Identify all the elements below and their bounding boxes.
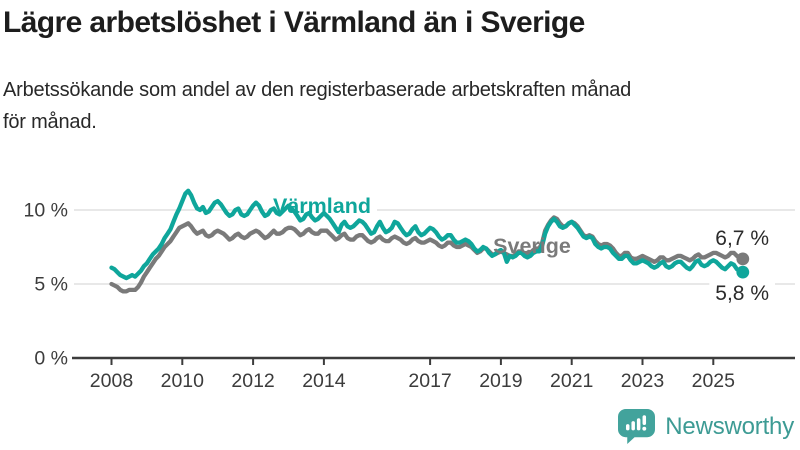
- bar-medium: [631, 421, 636, 431]
- end-value-värmland-bg: [709, 281, 775, 307]
- speech-bubble-shape: [618, 408, 656, 445]
- series-label-sverige: Sverige: [493, 234, 571, 258]
- exclamation-bar: [642, 415, 647, 426]
- bar-small: [626, 424, 630, 431]
- x-tick-label: 2008: [90, 370, 133, 392]
- newsworthy-logo: Newsworthy: [617, 408, 794, 445]
- chart-header: Lägre arbetslöshet i Värmland än i Sveri…: [3, 6, 792, 138]
- series-label-värmland: Värmland: [273, 194, 371, 218]
- exclamation-dot: [642, 426, 647, 431]
- x-tick-label: 2021: [550, 370, 593, 392]
- page-title: Lägre arbetslöshet i Värmland än i Sveri…: [3, 6, 585, 39]
- end-dot-sverige: [736, 252, 750, 266]
- y-tick-label: 10 %: [24, 200, 68, 222]
- x-tick-label: 2023: [621, 370, 664, 392]
- end-value-sverige-bg: [709, 225, 775, 251]
- x-tick-label: 2017: [408, 370, 451, 392]
- x-tick-label: 2025: [692, 370, 736, 392]
- end-value-värmland: 5,8 %: [715, 282, 769, 305]
- end-value-sverige: 6,7 %: [715, 227, 769, 250]
- newsworthy-wordmark: Newsworthy: [665, 412, 794, 440]
- y-tick-label: 5 %: [34, 274, 68, 296]
- x-tick-label: 2019: [479, 370, 522, 392]
- end-dot-värmland: [736, 265, 750, 279]
- x-tick-label: 2010: [161, 370, 205, 392]
- chart-subtitle: Arbetssökande som andel av den registerb…: [3, 79, 632, 133]
- line-sverige: [109, 215, 745, 294]
- x-tick-label: 2012: [231, 370, 274, 392]
- line-värmland: [109, 188, 745, 281]
- bar-large: [637, 418, 641, 431]
- newsworthy-bubble-chart-icon: [618, 408, 656, 445]
- x-tick-label: 2014: [302, 370, 346, 392]
- y-tick-label: 0 %: [34, 348, 68, 370]
